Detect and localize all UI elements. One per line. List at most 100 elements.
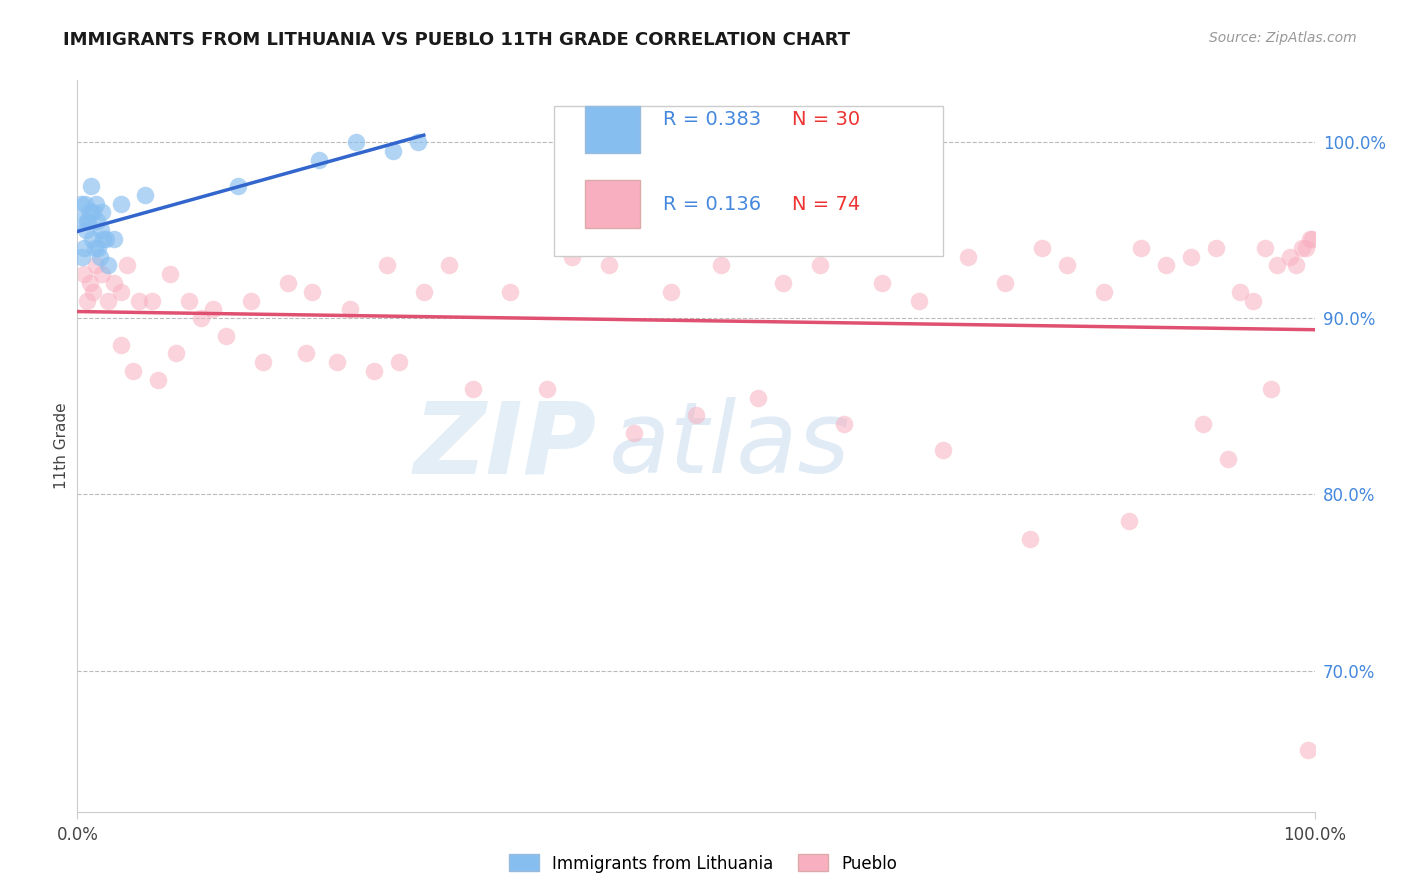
Point — [79, 276, 101, 290]
Point — [159, 267, 181, 281]
Point — [1267, 258, 1289, 272]
Point — [69, 214, 91, 228]
Point — [226, 179, 249, 194]
Point — [75, 223, 97, 237]
Point — [87, 241, 110, 255]
Point — [90, 223, 112, 237]
Text: Source: ZipAtlas.com: Source: ZipAtlas.com — [1209, 31, 1357, 45]
Point — [103, 276, 125, 290]
Point — [76, 214, 98, 228]
Point — [363, 364, 385, 378]
Point — [239, 293, 262, 308]
Point — [79, 205, 101, 219]
Point — [1295, 241, 1317, 255]
Point — [375, 258, 398, 272]
Point — [344, 135, 367, 149]
Point — [685, 408, 707, 422]
Point — [1192, 417, 1215, 431]
Point — [83, 241, 105, 255]
Point — [277, 276, 299, 290]
Point — [994, 276, 1017, 290]
Point — [115, 258, 138, 272]
Point — [561, 250, 583, 264]
Point — [128, 293, 150, 308]
Point — [1019, 532, 1042, 546]
Point — [72, 241, 94, 255]
Point — [870, 276, 893, 290]
Point — [308, 153, 330, 167]
Point — [91, 205, 114, 219]
Point — [97, 258, 120, 272]
Point — [215, 329, 238, 343]
FancyBboxPatch shape — [585, 106, 640, 153]
Point — [110, 285, 132, 299]
Point — [598, 258, 620, 272]
Point — [381, 144, 404, 158]
Point — [499, 285, 522, 299]
Point — [1092, 285, 1115, 299]
Point — [1216, 452, 1239, 467]
Point — [747, 391, 769, 405]
Point — [1260, 382, 1282, 396]
Point — [1298, 743, 1320, 757]
Point — [110, 196, 132, 211]
Point — [103, 232, 125, 246]
Point — [301, 285, 323, 299]
Point — [1298, 232, 1320, 246]
Point — [84, 258, 107, 272]
Point — [134, 187, 156, 202]
Point — [406, 135, 429, 149]
Text: R = 0.383: R = 0.383 — [662, 111, 761, 129]
Point — [165, 346, 187, 360]
Point — [86, 214, 108, 228]
Point — [91, 232, 114, 246]
Point — [907, 293, 929, 308]
FancyBboxPatch shape — [585, 180, 640, 228]
Point — [1241, 293, 1264, 308]
Point — [1154, 258, 1177, 272]
Point — [122, 364, 145, 378]
Point — [94, 232, 117, 246]
Point — [72, 250, 94, 264]
Text: N = 74: N = 74 — [793, 194, 860, 213]
Point — [772, 276, 794, 290]
Point — [437, 258, 460, 272]
Point — [141, 293, 163, 308]
Legend: Immigrants from Lithuania, Pueblo: Immigrants from Lithuania, Pueblo — [502, 847, 904, 880]
Point — [110, 337, 132, 351]
Text: IMMIGRANTS FROM LITHUANIA VS PUEBLO 11TH GRADE CORRELATION CHART: IMMIGRANTS FROM LITHUANIA VS PUEBLO 11TH… — [63, 31, 851, 49]
Point — [77, 214, 100, 228]
Point — [190, 311, 212, 326]
Y-axis label: 11th Grade: 11th Grade — [53, 402, 69, 490]
Point — [1205, 241, 1227, 255]
Text: N = 30: N = 30 — [793, 111, 860, 129]
Point — [412, 285, 434, 299]
Point — [957, 250, 980, 264]
Point — [73, 196, 96, 211]
Point — [834, 417, 856, 431]
Point — [326, 355, 349, 369]
Point — [1229, 285, 1251, 299]
Point — [339, 302, 361, 317]
Point — [932, 443, 955, 458]
Point — [659, 285, 682, 299]
Point — [89, 250, 111, 264]
Point — [808, 258, 831, 272]
Point — [1031, 241, 1053, 255]
Point — [536, 382, 558, 396]
Point — [70, 196, 93, 211]
Point — [463, 382, 485, 396]
Point — [202, 302, 225, 317]
Point — [388, 355, 411, 369]
Point — [1130, 241, 1153, 255]
Text: ZIP: ZIP — [413, 398, 598, 494]
Point — [1291, 241, 1313, 255]
Point — [177, 293, 200, 308]
Point — [80, 179, 103, 194]
Point — [252, 355, 274, 369]
Point — [295, 346, 318, 360]
Point — [623, 425, 645, 440]
Point — [1056, 258, 1078, 272]
FancyBboxPatch shape — [554, 106, 943, 256]
Point — [97, 293, 120, 308]
